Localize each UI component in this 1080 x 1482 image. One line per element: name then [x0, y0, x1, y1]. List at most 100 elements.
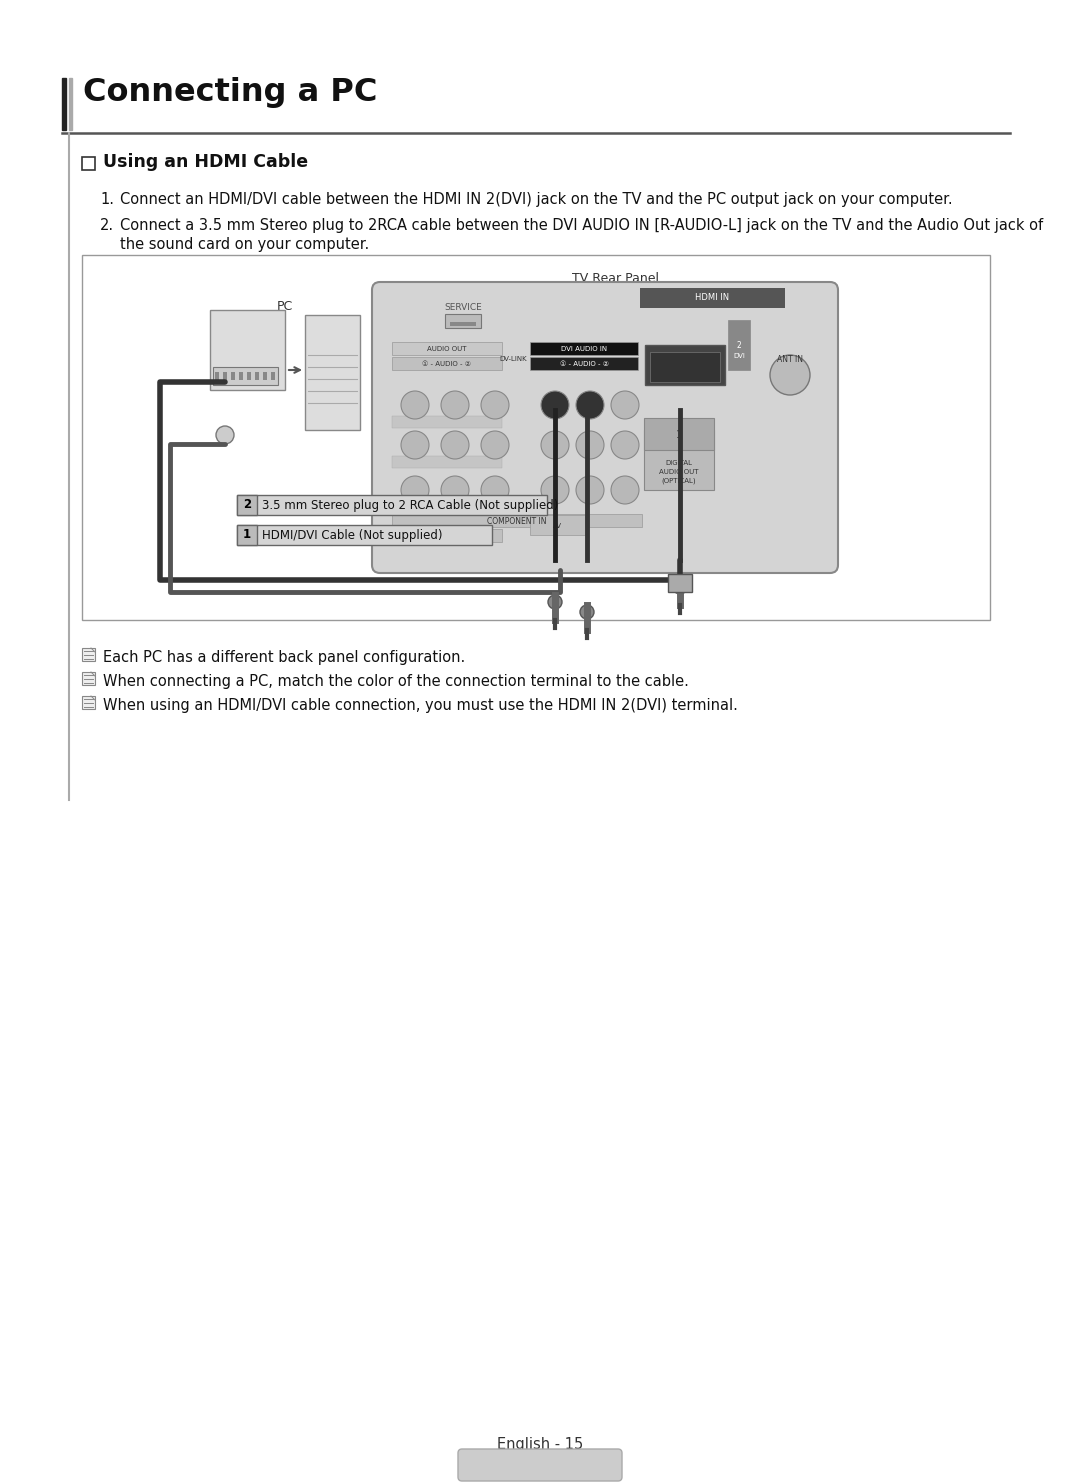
Text: DVI: DVI — [733, 353, 745, 359]
Circle shape — [576, 391, 604, 419]
Circle shape — [441, 431, 469, 459]
Text: AV: AV — [553, 523, 562, 529]
Bar — [305, 316, 360, 430]
Bar — [82, 255, 990, 619]
Text: the sound card on your computer.: the sound card on your computer. — [120, 237, 369, 252]
Text: When using an HDMI/DVI cable connection, you must use the HDMI IN 2(DVI) termina: When using an HDMI/DVI cable connection,… — [103, 698, 738, 713]
Text: ① - AUDIO - ②: ① - AUDIO - ② — [422, 534, 472, 539]
Bar — [82, 697, 95, 708]
Text: (OPTICAL): (OPTICAL) — [662, 477, 697, 485]
Bar — [210, 310, 285, 390]
Circle shape — [401, 476, 429, 504]
Text: 1: 1 — [243, 529, 251, 541]
Bar — [237, 495, 257, 516]
FancyBboxPatch shape — [458, 1449, 622, 1481]
Bar — [82, 157, 95, 170]
Bar — [392, 416, 502, 428]
Circle shape — [481, 431, 509, 459]
Circle shape — [770, 356, 810, 396]
Text: Connect an HDMI/DVI cable between the HDMI IN 2(DVI) jack on the TV and the PC o: Connect an HDMI/DVI cable between the HD… — [120, 193, 953, 207]
Text: TV Rear Panel: TV Rear Panel — [571, 271, 659, 285]
Bar — [728, 320, 750, 370]
Circle shape — [216, 425, 234, 445]
Text: HDMI IN: HDMI IN — [694, 293, 729, 302]
Text: DV-LINK: DV-LINK — [499, 356, 527, 362]
Circle shape — [576, 476, 604, 504]
Circle shape — [441, 391, 469, 419]
Bar — [82, 648, 95, 661]
Text: ANT IN: ANT IN — [777, 356, 804, 365]
Bar — [264, 372, 267, 379]
Text: ① - AUDIO - ②: ① - AUDIO - ② — [422, 362, 472, 368]
Text: 3.5 mm Stereo plug to 2 RCA Cable (Not supplied): 3.5 mm Stereo plug to 2 RCA Cable (Not s… — [262, 498, 558, 511]
Circle shape — [441, 476, 469, 504]
Bar — [62, 79, 66, 130]
Bar — [644, 430, 714, 491]
Circle shape — [611, 476, 639, 504]
Bar — [669, 574, 692, 591]
Text: PC: PC — [276, 299, 293, 313]
Circle shape — [401, 391, 429, 419]
Bar — [392, 342, 502, 356]
Bar — [222, 372, 227, 379]
Circle shape — [611, 431, 639, 459]
Text: Connecting a PC: Connecting a PC — [83, 77, 377, 108]
Bar — [271, 372, 275, 379]
Circle shape — [541, 476, 569, 504]
Bar — [530, 516, 585, 535]
Circle shape — [481, 391, 509, 419]
Circle shape — [541, 391, 569, 419]
Bar — [650, 353, 720, 382]
Circle shape — [580, 605, 594, 619]
Bar — [231, 372, 235, 379]
Bar — [215, 372, 219, 379]
Text: HDMI/DVI Cable (Not supplied): HDMI/DVI Cable (Not supplied) — [262, 529, 443, 541]
Text: 2: 2 — [243, 498, 251, 511]
Bar — [239, 372, 243, 379]
Bar — [530, 342, 638, 356]
Text: ✓: ✓ — [83, 159, 91, 167]
FancyBboxPatch shape — [372, 282, 838, 574]
Circle shape — [548, 594, 562, 609]
Bar — [530, 357, 638, 370]
Text: 2: 2 — [737, 341, 741, 351]
Circle shape — [611, 391, 639, 419]
Text: 1: 1 — [676, 430, 683, 440]
Bar — [237, 525, 257, 545]
Bar — [445, 314, 481, 328]
Text: Using an HDMI Cable: Using an HDMI Cable — [103, 153, 308, 170]
Bar — [247, 372, 251, 379]
Bar — [392, 496, 502, 508]
Text: DVI AUDIO IN: DVI AUDIO IN — [561, 345, 607, 353]
Bar — [450, 322, 476, 326]
Text: SERVICE: SERVICE — [444, 304, 482, 313]
Bar — [644, 418, 714, 451]
Bar — [392, 514, 642, 528]
Text: COMPONENT IN: COMPONENT IN — [487, 517, 546, 526]
Bar — [255, 372, 259, 379]
Bar — [640, 288, 785, 308]
Text: Each PC has a different back panel configuration.: Each PC has a different back panel confi… — [103, 651, 465, 665]
Text: AUDIO OUT: AUDIO OUT — [428, 345, 467, 353]
Circle shape — [481, 476, 509, 504]
Circle shape — [576, 431, 604, 459]
Bar — [82, 671, 95, 685]
Bar — [213, 368, 278, 385]
Text: AUDIO OUT: AUDIO OUT — [659, 468, 699, 476]
Text: Connect a 3.5 mm Stereo plug to 2RCA cable between the DVI AUDIO IN [R-AUDIO-L] : Connect a 3.5 mm Stereo plug to 2RCA cab… — [120, 218, 1043, 233]
Text: 1.: 1. — [100, 193, 114, 207]
Text: 2.: 2. — [100, 218, 114, 233]
Text: English - 15: English - 15 — [497, 1436, 583, 1451]
Circle shape — [541, 431, 569, 459]
Bar — [69, 79, 72, 130]
Circle shape — [401, 431, 429, 459]
Text: ① - AUDIO - ②: ① - AUDIO - ② — [559, 362, 608, 368]
Circle shape — [673, 579, 687, 594]
Bar — [645, 345, 725, 385]
Text: When connecting a PC, match the color of the connection terminal to the cable.: When connecting a PC, match the color of… — [103, 674, 689, 689]
Text: DIGITAL: DIGITAL — [665, 459, 692, 465]
Bar — [237, 495, 546, 516]
Bar — [392, 529, 502, 542]
Bar — [392, 456, 502, 468]
Bar — [237, 525, 492, 545]
